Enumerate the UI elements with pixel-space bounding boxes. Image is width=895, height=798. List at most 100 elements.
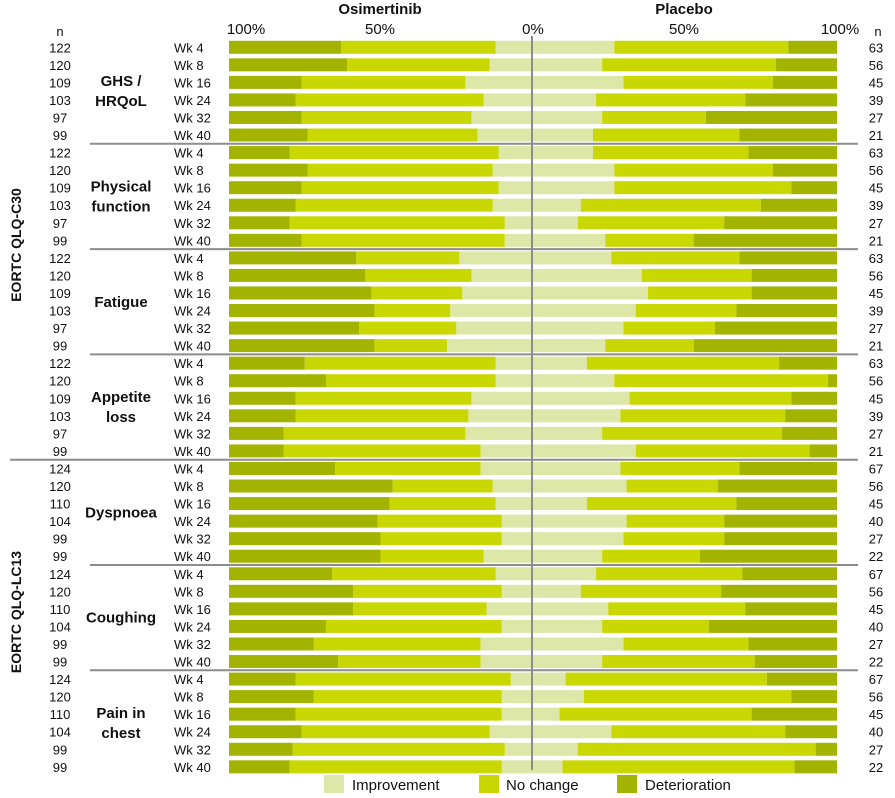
n-placebo-label: 67 [869, 567, 883, 582]
n-placebo-label: 39 [869, 409, 883, 424]
bar-placebo-deterioration [736, 304, 837, 318]
n-placebo-label: 21 [869, 444, 883, 459]
bar-osimertinib-no-change [341, 40, 496, 54]
n-placebo-label: 67 [869, 672, 883, 687]
tick-label: 50% [669, 21, 699, 38]
bar-osimertinib-deterioration [229, 742, 293, 756]
bar-osimertinib-improvement [480, 637, 532, 651]
bar-osimertinib-deterioration [229, 637, 314, 651]
questionnaire-label-qlq-c30: EORTC QLQ-C30 [8, 188, 24, 302]
bar-osimertinib-no-change [313, 637, 481, 651]
bar-placebo-no-change [635, 444, 810, 458]
bar-placebo-deterioration [772, 75, 837, 89]
n-placebo-label: 45 [869, 286, 883, 301]
bar-placebo-improvement [532, 567, 597, 581]
bar-placebo-deterioration [791, 181, 837, 195]
bar-placebo-improvement [532, 93, 597, 107]
bar-osimertinib-improvement [465, 75, 532, 89]
bar-placebo-improvement [532, 391, 630, 405]
bar-placebo-deterioration [739, 128, 837, 142]
n-placebo-label: 67 [869, 462, 883, 477]
bar-placebo-improvement [532, 58, 603, 72]
bar-placebo-no-change [586, 497, 737, 511]
n-placebo-label: 40 [869, 514, 883, 529]
bar-placebo-deterioration [779, 356, 837, 370]
bar-placebo-improvement [532, 198, 581, 212]
n-placebo-label: 63 [869, 356, 883, 371]
bar-osimertinib-deterioration [229, 760, 290, 774]
week-label: Wk 4 [174, 356, 204, 371]
bar-osimertinib-no-change [374, 304, 451, 318]
week-label: Wk 40 [174, 549, 211, 564]
bar-placebo-deterioration [705, 110, 837, 124]
bar-osimertinib-improvement [495, 356, 532, 370]
bar-placebo-no-change [602, 58, 776, 72]
bar-placebo-deterioration [782, 426, 837, 440]
n-osimertinib-label: 120 [49, 163, 71, 178]
bar-placebo-no-change [596, 567, 743, 581]
legend: Improvement No change Deterioration [324, 775, 731, 794]
bar-placebo-deterioration [785, 409, 837, 423]
bar-osimertinib-improvement [456, 321, 532, 335]
bar-placebo-deterioration [751, 268, 837, 282]
week-label: Wk 8 [174, 584, 204, 599]
bar-osimertinib-deterioration [229, 584, 354, 598]
n-osimertinib-label: 104 [49, 725, 71, 740]
bar-placebo-deterioration [751, 286, 837, 300]
bar-placebo-deterioration [776, 58, 837, 72]
n-placebo-label: 27 [869, 532, 883, 547]
bar-placebo-no-change [580, 198, 761, 212]
n-osimertinib-label: 109 [49, 286, 71, 301]
bar-placebo-no-change [647, 286, 752, 300]
bar-placebo-deterioration [760, 198, 837, 212]
bar-osimertinib-improvement [471, 391, 532, 405]
n-osimertinib-label: 103 [49, 304, 71, 319]
bar-placebo-no-change [626, 514, 725, 528]
bar-placebo-deterioration [745, 602, 837, 616]
bar-osimertinib-improvement [504, 216, 532, 230]
bar-placebo-no-change [565, 672, 767, 686]
bar-placebo-no-change [593, 128, 740, 142]
week-label: Wk 32 [174, 321, 211, 336]
legend-swatch-improvement [324, 775, 344, 793]
bar-osimertinib-improvement [468, 409, 532, 423]
bar-osimertinib-deterioration [229, 409, 296, 423]
bar-placebo-improvement [532, 760, 563, 774]
bar-osimertinib-no-change [338, 655, 481, 669]
n-placebo-label: 27 [869, 426, 883, 441]
bar-placebo-deterioration [794, 760, 837, 774]
n-osimertinib-label: 122 [49, 356, 71, 371]
n-placebo-label: 22 [869, 549, 883, 564]
bar-placebo-no-change [586, 356, 780, 370]
bar-osimertinib-deterioration [229, 198, 296, 212]
bar-osimertinib-improvement [480, 461, 532, 475]
tick-label: 100% [821, 21, 859, 38]
n-placebo-label: 56 [869, 163, 883, 178]
osimertinib-header: Osimertinib [338, 1, 421, 18]
domain-label: Pain in [96, 705, 145, 722]
bar-osimertinib-deterioration [229, 40, 342, 54]
bar-osimertinib-deterioration [229, 374, 326, 388]
bar-placebo-deterioration [715, 321, 837, 335]
n-placebo-label: 40 [869, 619, 883, 634]
bar-osimertinib-no-change [301, 725, 490, 739]
bar-osimertinib-improvement [471, 110, 532, 124]
bar-placebo-no-change [559, 707, 752, 721]
bar-osimertinib-improvement [510, 672, 532, 686]
domain-label: function [91, 199, 150, 216]
week-label: Wk 16 [174, 181, 211, 196]
n-osimertinib-label: 120 [49, 268, 71, 283]
bar-osimertinib-deterioration [229, 479, 393, 493]
bar-osimertinib-deterioration [229, 146, 290, 160]
bar-osimertinib-improvement [492, 198, 532, 212]
n-placebo-label: 27 [869, 637, 883, 652]
bar-placebo-deterioration [693, 339, 837, 353]
n-osimertinib-label: 99 [53, 233, 67, 248]
bar-osimertinib-no-change [289, 760, 502, 774]
bar-osimertinib-improvement [495, 40, 532, 54]
bar-placebo-deterioration [748, 146, 837, 160]
week-label: Wk 32 [174, 637, 211, 652]
bar-placebo-improvement [532, 233, 606, 247]
bar-osimertinib-no-change [347, 58, 490, 72]
n-osimertinib-label: 122 [49, 146, 71, 161]
